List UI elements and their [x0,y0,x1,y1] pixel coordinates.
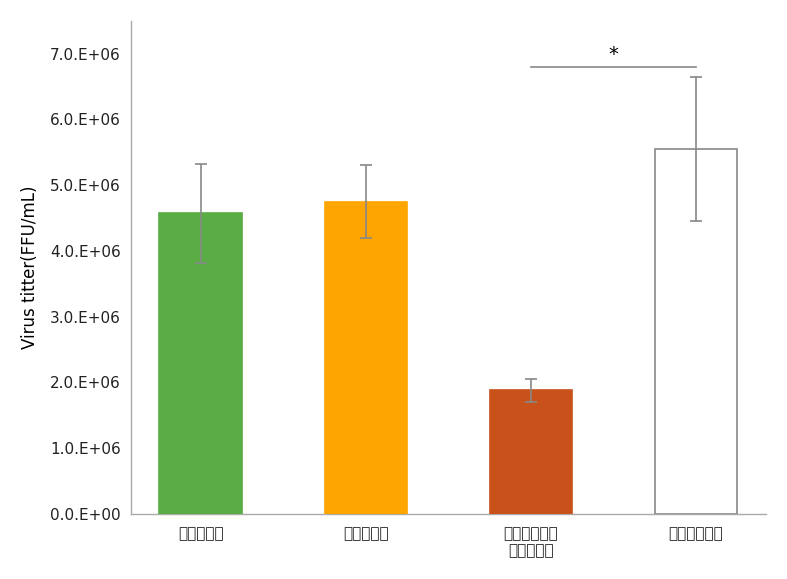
Text: *: * [608,45,619,64]
Y-axis label: Virus titter(FFU/mL): Virus titter(FFU/mL) [20,186,39,349]
Bar [160,214,242,514]
Bar [655,149,737,514]
Bar [490,390,572,514]
Bar [324,201,407,514]
